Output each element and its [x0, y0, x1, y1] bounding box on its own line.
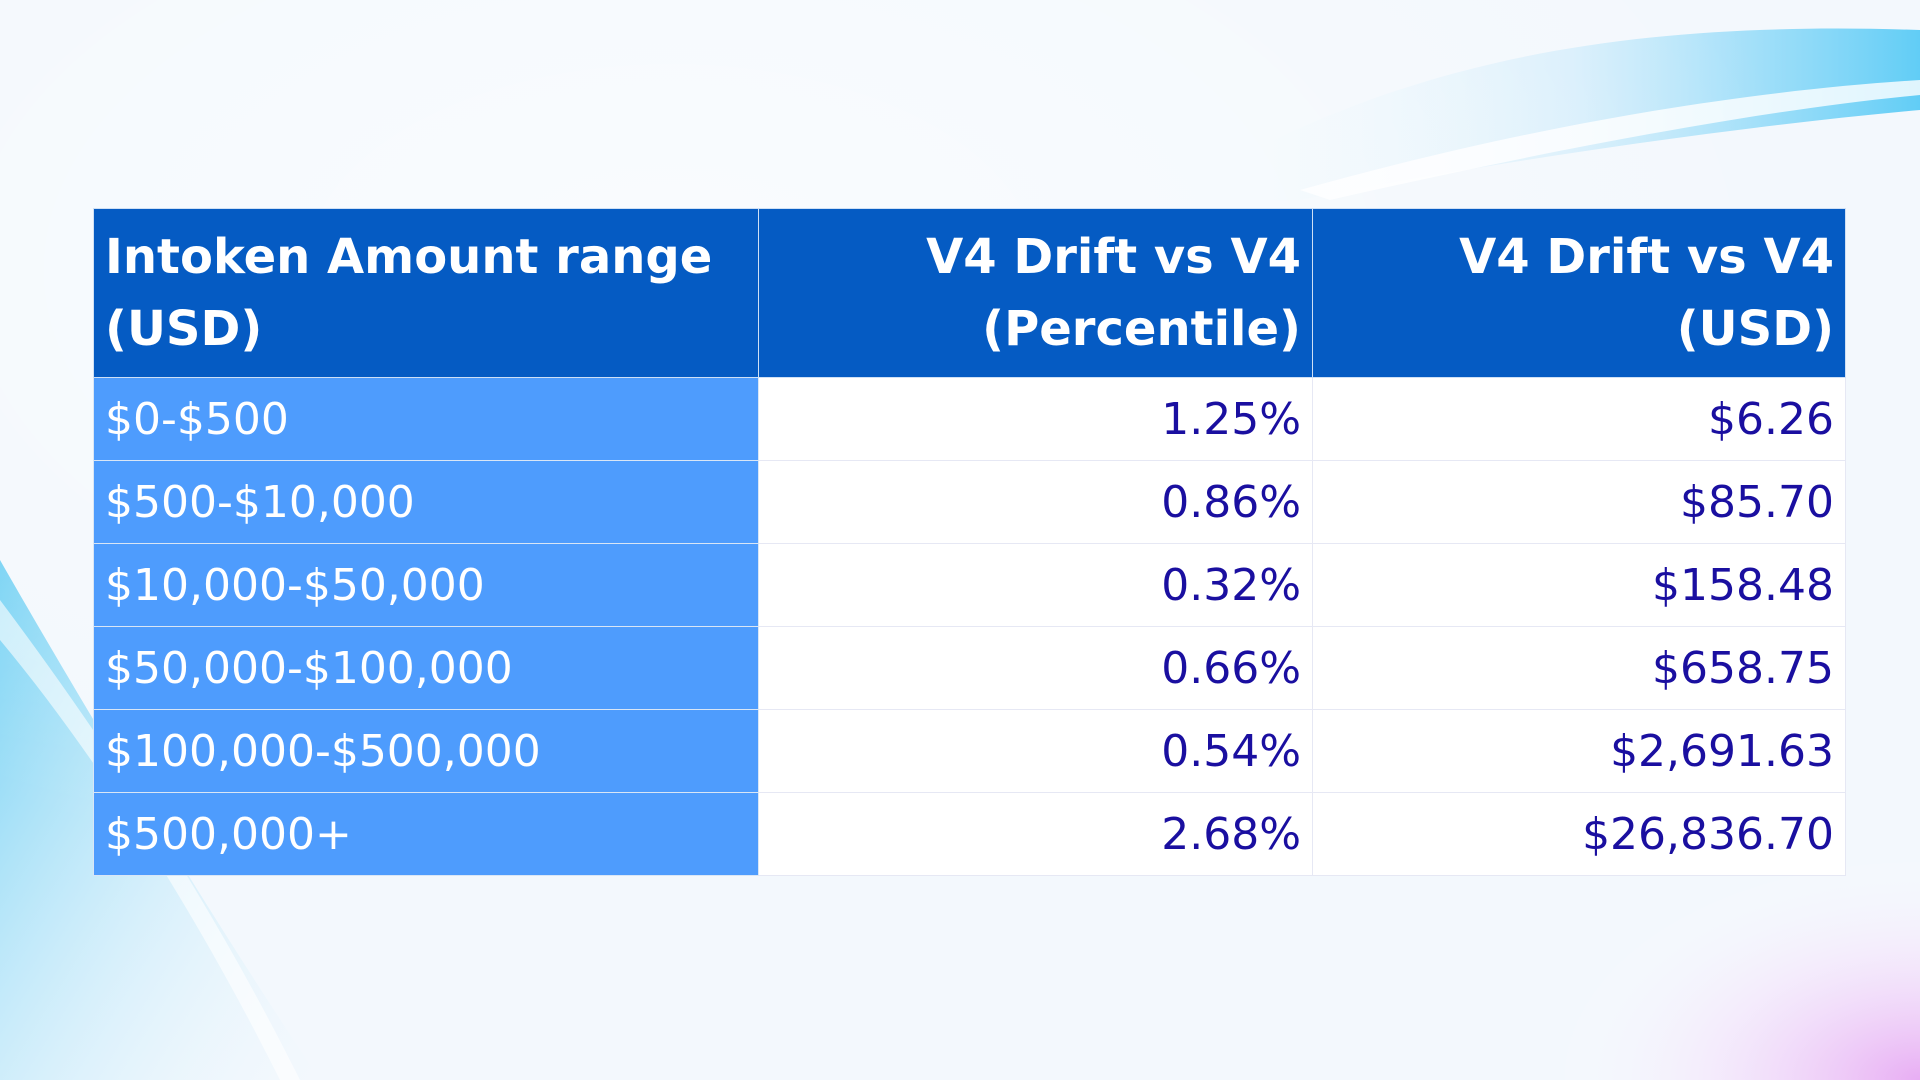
usd-cell: $26,836.70 [1312, 792, 1846, 876]
percentile-cell: 0.66% [758, 626, 1313, 710]
usd-cell: $658.75 [1312, 626, 1846, 710]
range-cell: $100,000-$500,000 [93, 709, 759, 793]
range-cell: $500-$10,000 [93, 460, 759, 544]
table-row: $10,000-$50,000 0.32% $158.48 [93, 543, 1846, 627]
table-row: $0-$500 1.25% $6.26 [93, 377, 1846, 461]
table-row: $500-$10,000 0.86% $85.70 [93, 460, 1846, 544]
usd-cell: $2,691.63 [1312, 709, 1846, 793]
table-row: $500,000+ 2.68% $26,836.70 [93, 792, 1846, 876]
header-range: Intoken Amount range (USD) [93, 208, 759, 378]
range-cell: $0-$500 [93, 377, 759, 461]
table-header-row: Intoken Amount range (USD) V4 Drift vs V… [93, 208, 1846, 378]
percentile-cell: 0.86% [758, 460, 1313, 544]
usd-cell: $158.48 [1312, 543, 1846, 627]
range-cell: $500,000+ [93, 792, 759, 876]
drift-table-container: Intoken Amount range (USD) V4 Drift vs V… [93, 208, 1846, 876]
range-cell: $10,000-$50,000 [93, 543, 759, 627]
percentile-cell: 2.68% [758, 792, 1313, 876]
percentile-cell: 1.25% [758, 377, 1313, 461]
header-percentile: V4 Drift vs V4 (Percentile) [758, 208, 1313, 378]
range-cell: $50,000-$100,000 [93, 626, 759, 710]
percentile-cell: 0.32% [758, 543, 1313, 627]
percentile-cell: 0.54% [758, 709, 1313, 793]
table-row: $100,000-$500,000 0.54% $2,691.63 [93, 709, 1846, 793]
usd-cell: $85.70 [1312, 460, 1846, 544]
drift-table: Intoken Amount range (USD) V4 Drift vs V… [93, 208, 1846, 876]
header-usd: V4 Drift vs V4 (USD) [1312, 208, 1846, 378]
usd-cell: $6.26 [1312, 377, 1846, 461]
table-row: $50,000-$100,000 0.66% $658.75 [93, 626, 1846, 710]
